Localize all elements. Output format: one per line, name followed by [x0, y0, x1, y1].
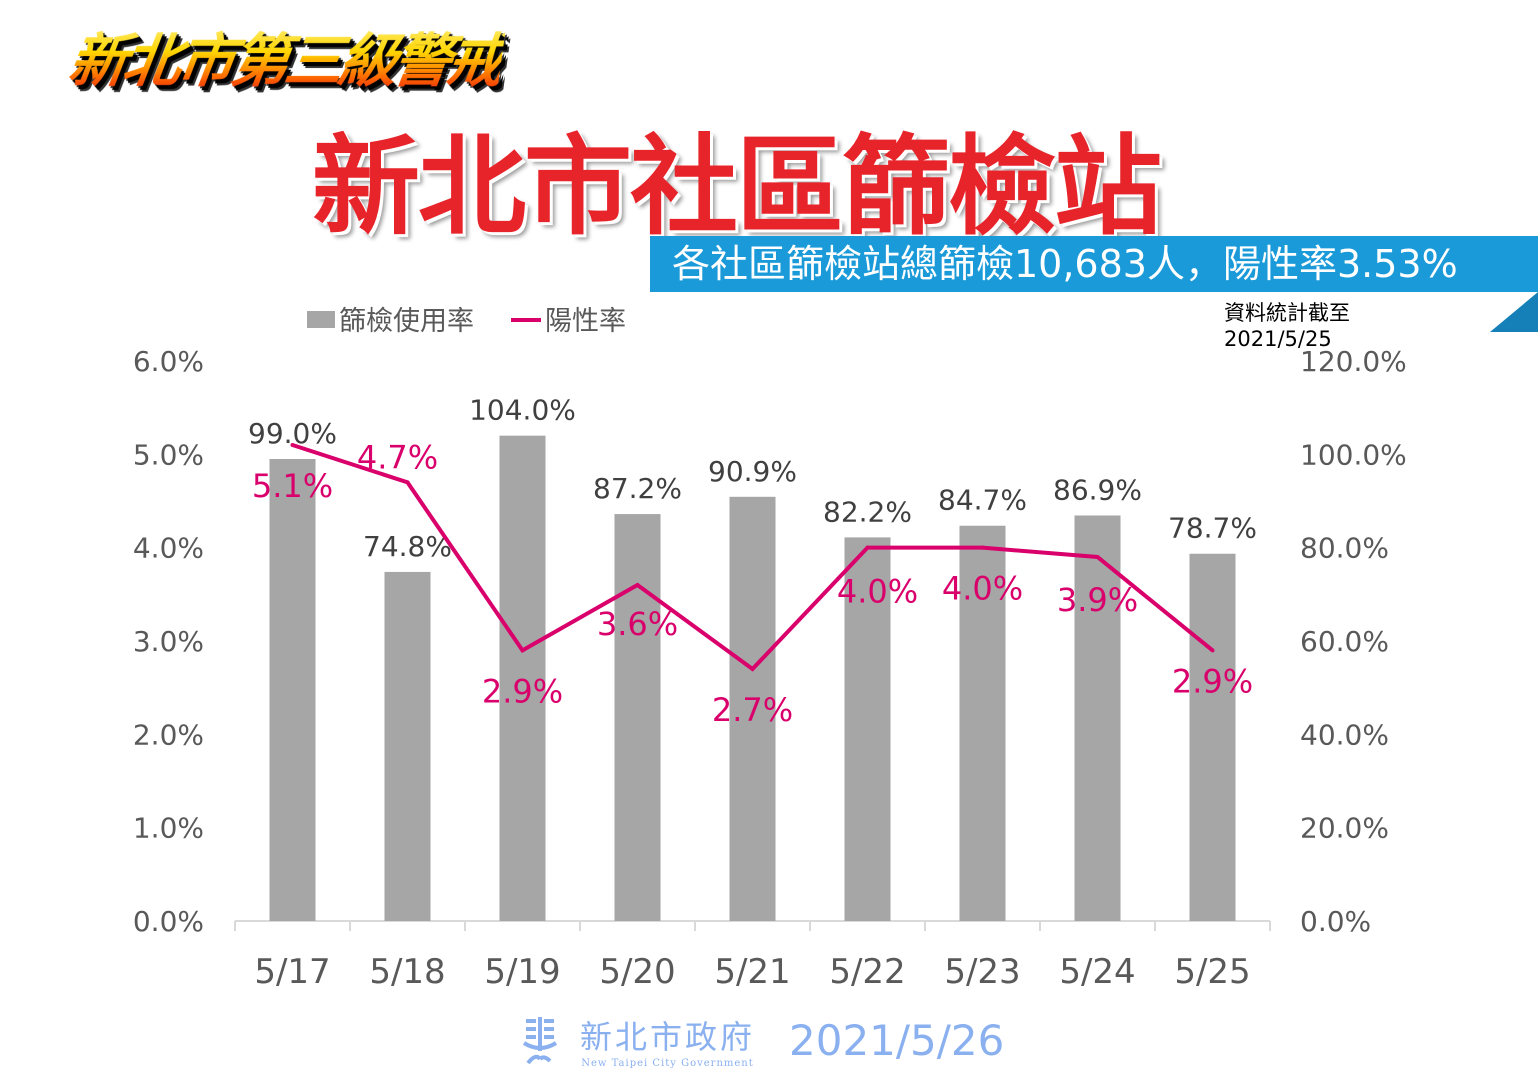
x-axis-label: 5/17	[254, 952, 330, 992]
left-axis-tick: 0.0%	[133, 905, 204, 938]
page-title: 新北市社區篩檢站	[312, 125, 1162, 250]
line-point	[980, 545, 985, 550]
left-axis-tick: 1.0%	[133, 812, 204, 845]
bar	[269, 459, 316, 921]
left-axis-tick: 3.0%	[133, 625, 204, 658]
line-point	[635, 583, 640, 587]
left-axis-tick: 4.0%	[133, 532, 204, 565]
line-point	[405, 480, 410, 485]
bar	[729, 496, 776, 921]
left-axis-tick: 5.0%	[133, 438, 204, 471]
line-data-label: 4.7%	[357, 438, 438, 476]
x-axis-label: 5/22	[829, 952, 905, 992]
x-axis-label: 5/24	[1059, 952, 1135, 992]
x-axis-label: 5/20	[599, 952, 675, 992]
org-name-en: New Taipei City Government	[581, 1058, 754, 1069]
line-point	[865, 545, 870, 550]
line-data-label: 4.0%	[942, 570, 1023, 608]
bar-data-label: 82.2%	[823, 495, 912, 528]
left-axis-tick: 2.0%	[133, 718, 204, 751]
line-data-label: 2.9%	[482, 672, 563, 710]
line-point	[1210, 648, 1215, 653]
legend-line-label: 陽性率	[545, 306, 626, 337]
bar	[499, 435, 546, 921]
left-axis-tick: 6.0%	[133, 345, 204, 378]
legend-bar-label: 篩檢使用率	[339, 306, 474, 337]
x-axis-label: 5/19	[484, 952, 560, 992]
as-of-note: 資料統計截至 2021/5/25	[1224, 300, 1350, 352]
bar	[1189, 553, 1236, 921]
line-data-label: 2.9%	[1172, 662, 1253, 700]
bar-data-label: 78.7%	[1168, 512, 1257, 545]
bar	[614, 514, 661, 921]
right-axis-tick: 20.0%	[1300, 812, 1389, 845]
x-axis-label: 5/25	[1174, 952, 1250, 992]
summary-bar: 各社區篩檢站總篩檢10,683人，陽性率3.53%	[650, 236, 1538, 292]
right-axis-tick: 0.0%	[1300, 905, 1371, 938]
line-point	[520, 648, 525, 653]
line-point	[290, 443, 295, 447]
summary-bar-fold	[1490, 292, 1538, 332]
right-axis-tick: 60.0%	[1300, 625, 1389, 658]
bar-data-label: 87.2%	[593, 472, 682, 505]
line-data-label: 5.1%	[252, 467, 333, 505]
bar	[384, 571, 431, 921]
line-data-label: 3.9%	[1057, 581, 1138, 619]
right-axis-tick: 80.0%	[1300, 532, 1389, 565]
line-data-label: 2.7%	[712, 691, 793, 729]
government-logo-text: 新北市政府 New Taipei City Government	[580, 1012, 755, 1069]
right-axis-tick: 120.0%	[1300, 345, 1407, 378]
bar-data-label: 90.9%	[708, 455, 797, 488]
line-data-label: 4.0%	[837, 573, 918, 611]
bar	[844, 537, 891, 921]
bar-data-label: 104.0%	[469, 394, 576, 427]
bar-data-label: 84.7%	[938, 484, 1027, 517]
line-point	[750, 667, 755, 671]
x-axis-label: 5/18	[369, 952, 445, 992]
line-data-label: 3.6%	[597, 605, 678, 643]
government-logo-icon	[522, 1016, 558, 1064]
as-of-label: 資料統計截至	[1224, 301, 1350, 325]
x-axis-label: 5/21	[714, 952, 790, 992]
legend-bar-swatch	[307, 311, 335, 328]
as-of-date: 2021/5/25	[1224, 327, 1332, 351]
org-name-cn: 新北市政府	[580, 1018, 756, 1056]
bar-data-label: 86.9%	[1053, 473, 1142, 506]
bar	[1074, 515, 1121, 921]
footer: 新北市政府 New Taipei City Government 2021/5/…	[520, 1012, 1004, 1069]
bar	[959, 525, 1006, 921]
x-axis-label: 5/23	[944, 952, 1020, 992]
right-axis-tick: 100.0%	[1300, 438, 1407, 471]
right-axis-tick: 40.0%	[1300, 718, 1389, 751]
line-point	[1095, 555, 1100, 559]
bar-data-label: 74.8%	[363, 530, 452, 563]
publish-date: 2021/5/26	[789, 1016, 1005, 1065]
